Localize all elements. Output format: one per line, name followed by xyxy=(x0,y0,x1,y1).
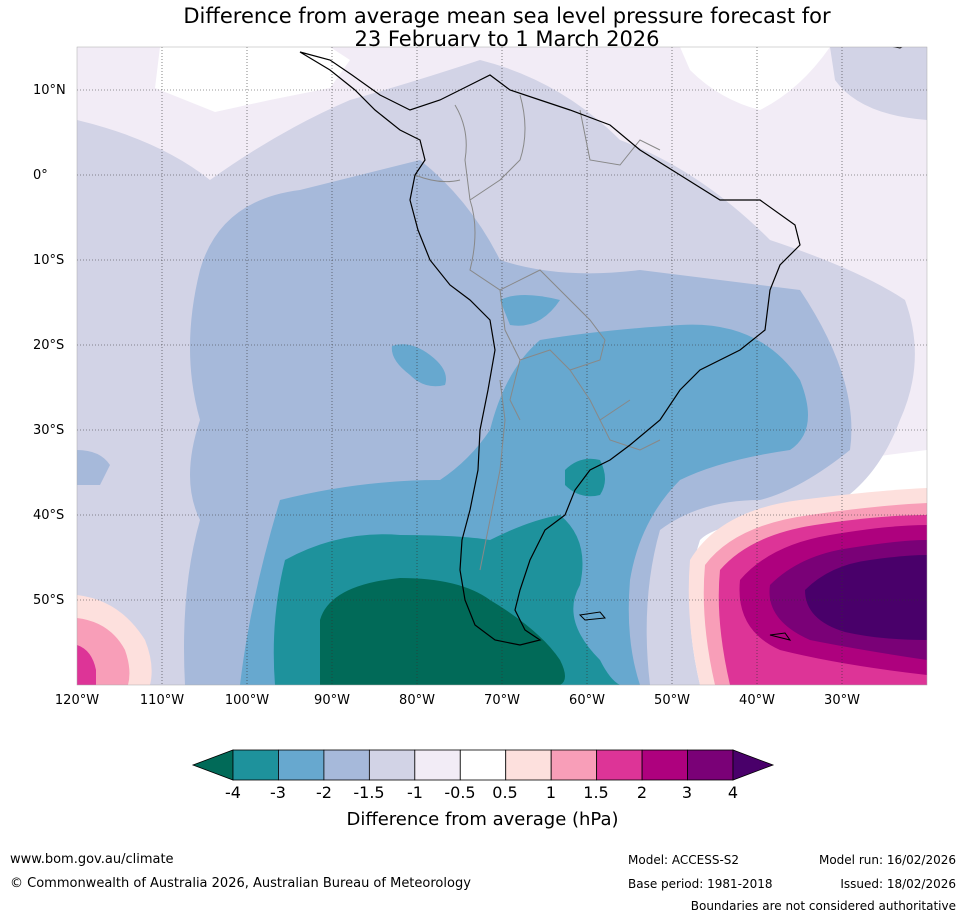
colorbar-segment xyxy=(687,749,734,781)
coastline-africa xyxy=(892,47,903,49)
colorbar-segment xyxy=(278,749,325,781)
colorbar-tick-label: 4 xyxy=(727,783,739,802)
field-white-north xyxy=(77,47,350,112)
field-white-ne xyxy=(680,47,830,110)
lat-label: 50°S xyxy=(33,593,65,608)
lat-label: 10°S xyxy=(33,253,65,268)
footer-copyright: © Commonwealth of Australia 2026, Austra… xyxy=(10,876,471,891)
lat-label: 40°S xyxy=(33,508,65,523)
colorbar-tick-label: 2 xyxy=(636,783,648,802)
lon-label: 110°W xyxy=(139,693,185,708)
colorbar-tick-label: -3 xyxy=(270,783,286,802)
country-borders xyxy=(414,94,661,571)
footer-model-run: Model run: 16/02/2026 xyxy=(818,853,956,867)
pressure-anomaly-map xyxy=(76,46,928,686)
colorbar-segment xyxy=(323,749,370,781)
lon-label: 40°W xyxy=(739,693,775,708)
field-sw-plus1p5 xyxy=(77,645,96,685)
colorbar-tick-label: -1.5 xyxy=(353,783,385,802)
colorbar-tick-label: -4 xyxy=(225,783,241,802)
lon-label: 100°W xyxy=(224,693,270,708)
lon-label: 70°W xyxy=(484,693,520,708)
lon-label: 60°W xyxy=(569,693,605,708)
lon-label: 90°W xyxy=(314,693,350,708)
footer-issued: Issued: 18/02/2026 xyxy=(840,877,956,891)
colorbar-tick-label: 1 xyxy=(545,783,557,802)
coastline xyxy=(299,51,801,646)
colorbar-segment xyxy=(550,749,598,781)
lat-label: 10°N xyxy=(33,83,66,98)
lat-label: 30°S xyxy=(33,423,65,438)
colorbar-title: Difference from average (hPa) xyxy=(346,809,619,830)
footer-model: Model: ACCESS-S2 xyxy=(628,853,740,867)
colorbar-extend-high xyxy=(732,749,775,781)
colorbar-segment xyxy=(641,749,688,781)
field-level-plus4 xyxy=(805,555,927,640)
falkland-islands xyxy=(578,611,606,621)
footer-disclaimer: Boundaries are not considered authoritat… xyxy=(690,899,956,913)
colorbar-segment xyxy=(505,749,552,781)
lat-label: 0° xyxy=(33,168,48,183)
graticule xyxy=(77,47,927,685)
colorbar-tick-label: 1.5 xyxy=(583,783,609,802)
colorbar-tick-label: 0.5 xyxy=(492,783,518,802)
colorbar-tick-label: -1 xyxy=(407,783,423,802)
colorbar-tick-label: -2 xyxy=(316,783,332,802)
map-frame xyxy=(76,46,928,686)
footer-base-period: Base period: 1981-2018 xyxy=(628,877,773,891)
colorbar-segment xyxy=(232,749,279,781)
colorbar-tick-label: -0.5 xyxy=(444,783,476,802)
colorbar-tick-label: 3 xyxy=(681,783,693,802)
footer-website: www.bom.gov.au/climate xyxy=(10,852,174,867)
lat-label: 20°S xyxy=(33,338,65,353)
field-level-minus1-ne xyxy=(830,47,927,120)
colorbar-segment xyxy=(414,749,461,781)
lon-label: 50°W xyxy=(654,693,690,708)
lon-label: 120°W xyxy=(54,693,100,708)
colorbar-extend-low xyxy=(191,749,234,781)
map-title-line1: Difference from average mean sea level p… xyxy=(183,4,831,28)
field-level-minus2-inland xyxy=(500,295,560,326)
field-level-minus2-blob xyxy=(391,344,446,387)
colorbar-segment xyxy=(596,749,643,781)
south-georgia xyxy=(769,632,792,641)
lon-label: 30°W xyxy=(824,693,860,708)
colorbar-segment xyxy=(459,749,507,781)
map-title-line2: 23 February to 1 March 2026 xyxy=(354,27,660,51)
lon-label: 80°W xyxy=(399,693,435,708)
colorbar-segment xyxy=(368,749,416,781)
field-level-minus4 xyxy=(320,578,565,685)
field-level-minus1p5-west xyxy=(77,450,110,485)
